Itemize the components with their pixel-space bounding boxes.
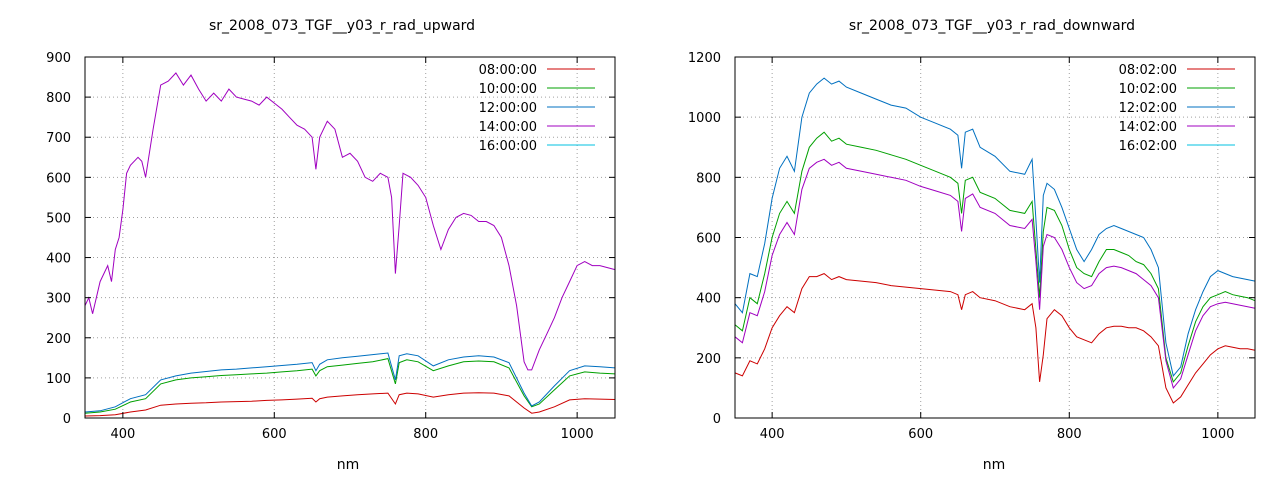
chart2-y-tick-label: 200 xyxy=(696,352,721,367)
chart1-y-tick-label: 200 xyxy=(46,332,71,347)
chart2-x-axis-label: nm xyxy=(983,457,1006,473)
chart1-x-tick-label: 600 xyxy=(262,427,287,442)
chart1-legend-label: 08:00:00 xyxy=(479,63,537,78)
chart2-legend-label: 12:02:00 xyxy=(1119,101,1177,116)
chart2-y-tick-label: 600 xyxy=(696,232,721,247)
chart1-series-line-1 xyxy=(84,392,616,417)
chart1-series-line-4 xyxy=(84,72,616,371)
chart1-legend-label: 10:00:00 xyxy=(479,82,537,97)
chart2-title: sr_2008_073_TGF__y03_r_rad_downward xyxy=(849,18,1135,34)
chart2-series-line-4 xyxy=(734,158,1256,389)
chart1-y-tick-label: 300 xyxy=(46,292,71,307)
chart2-y-tick-label: 400 xyxy=(696,292,721,307)
chart2-legend-label: 10:02:00 xyxy=(1119,82,1177,97)
chart2-x-tick-label: 1000 xyxy=(1201,427,1234,442)
chart2-y-tick-label: 1000 xyxy=(688,111,721,126)
chart2-legend-label: 16:02:00 xyxy=(1119,139,1177,154)
chart2-series-line-1 xyxy=(734,273,1256,404)
chart1-x-tick-label: 1000 xyxy=(561,427,594,442)
chart1-y-tick-label: 100 xyxy=(46,372,71,387)
chart1-y-tick-label: 700 xyxy=(46,131,71,146)
chart2-legend: 08:02:00 10:02:00 12:02:00 14:02:00 16:02:00 xyxy=(1119,63,1235,154)
chart1-legend-label: 12:00:00 xyxy=(479,101,537,116)
chart1-y-tick-label: 0 xyxy=(63,412,71,427)
chart1-y-tick-label: 400 xyxy=(46,252,71,267)
chart1-x-tick-label: 800 xyxy=(413,427,438,442)
chart1-legend-label: 16:00:00 xyxy=(479,139,537,154)
chart1-x-axis-label: nm xyxy=(337,457,360,473)
chart1-plot-frame xyxy=(84,56,616,419)
chart2-legend-label: 08:02:00 xyxy=(1119,63,1177,78)
chart1-plot-group: 400 600 800 1000 0 100 200 300 400 500 600 700 800 90… xyxy=(46,18,616,473)
chart2-y-tick-label: 0 xyxy=(713,412,721,427)
chart1-series-line-3 xyxy=(84,352,616,413)
chart1-x-tick-label: 400 xyxy=(110,427,135,442)
chart2-series-line-3 xyxy=(734,77,1256,378)
chart1-y-tick-label: 800 xyxy=(46,91,71,106)
chart1-y-tick-label: 500 xyxy=(46,211,71,226)
chart1-title: sr_2008_073_TGF__y03_r_rad_upward xyxy=(209,18,475,34)
chart2-y-tick-label: 1200 xyxy=(688,51,721,66)
chart2-x-tick-label: 600 xyxy=(908,427,933,442)
chart1-legend: 08:00:00 10:00:00 12:00:00 14:00:00 16:00:00 xyxy=(479,63,595,154)
chart1-y-tick-label: 900 xyxy=(46,51,71,66)
chart1-series-line-2 xyxy=(84,358,616,414)
chart2-x-tick-label: 800 xyxy=(1057,427,1082,442)
chart1-legend-label: 14:00:00 xyxy=(479,120,537,135)
chart2-plot-group: 400 600 800 1000 0 200 400 600 800 1000 1200 sr_200… xyxy=(688,18,1256,473)
chart2-y-tick-label: 800 xyxy=(696,171,721,186)
chart2-x-tick-label: 400 xyxy=(760,427,785,442)
chart2-series-line-2 xyxy=(734,131,1256,383)
chart1-y-tick-label: 600 xyxy=(46,171,71,186)
chart2-legend-label: 14:02:00 xyxy=(1119,120,1177,135)
